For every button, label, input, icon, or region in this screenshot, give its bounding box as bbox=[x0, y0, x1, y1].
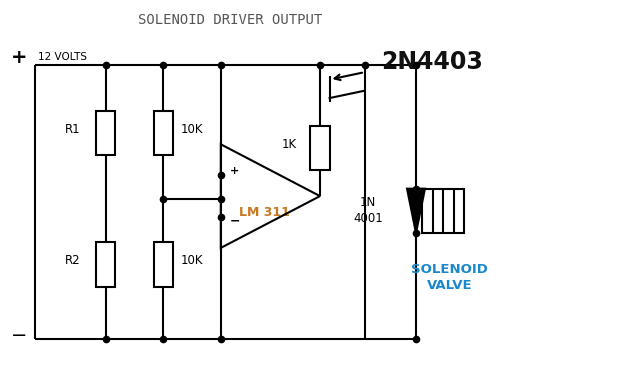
Polygon shape bbox=[407, 189, 425, 233]
Text: +: + bbox=[230, 166, 239, 176]
Text: −: − bbox=[11, 326, 28, 345]
Bar bbox=[310, 126, 330, 170]
Bar bbox=[422, 189, 464, 233]
Bar bbox=[96, 242, 115, 287]
Text: 12 VOLTS: 12 VOLTS bbox=[38, 51, 88, 62]
Text: 1N
4001: 1N 4001 bbox=[353, 196, 383, 225]
Text: +: + bbox=[11, 48, 28, 67]
Text: 10K: 10K bbox=[180, 254, 204, 268]
Text: 10K: 10K bbox=[180, 123, 204, 136]
Text: R2: R2 bbox=[65, 254, 80, 268]
Text: R1: R1 bbox=[65, 123, 80, 136]
Bar bbox=[96, 111, 115, 155]
Text: SOLENOID DRIVER OUTPUT: SOLENOID DRIVER OUTPUT bbox=[138, 13, 323, 27]
Text: SOLENOID
VALVE: SOLENOID VALVE bbox=[411, 263, 488, 292]
Text: 1K: 1K bbox=[282, 138, 297, 151]
Text: 2N4403: 2N4403 bbox=[381, 50, 483, 74]
Bar bbox=[154, 242, 173, 287]
Text: LM 311: LM 311 bbox=[239, 206, 289, 219]
Text: −: − bbox=[230, 214, 240, 227]
Bar bbox=[154, 111, 173, 155]
